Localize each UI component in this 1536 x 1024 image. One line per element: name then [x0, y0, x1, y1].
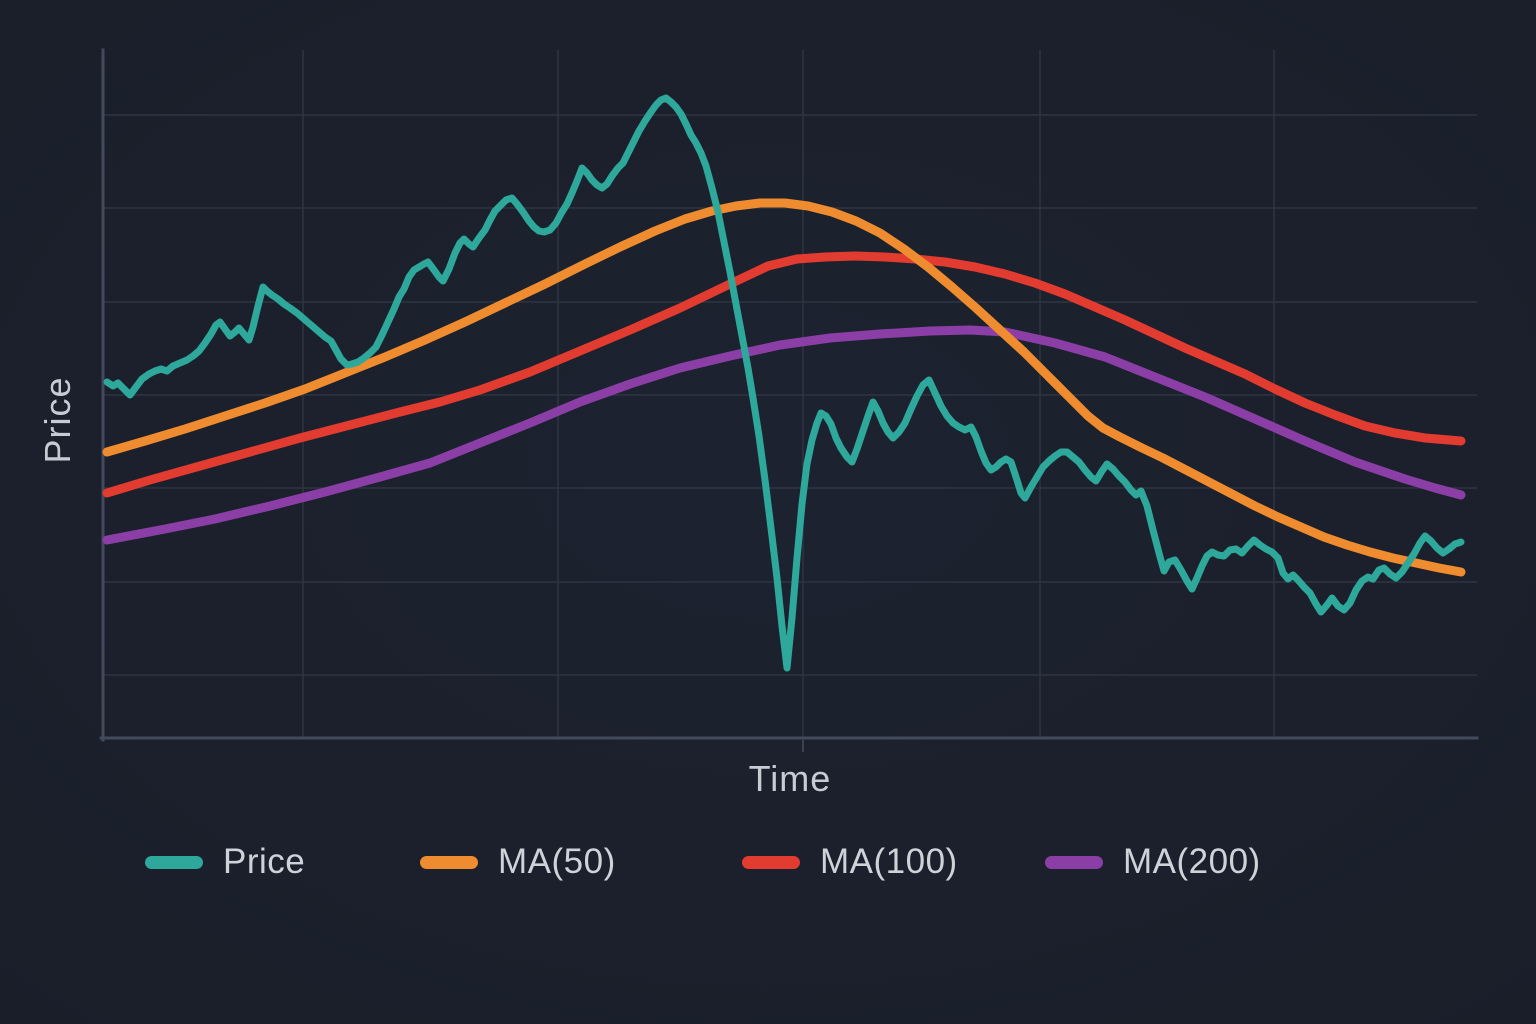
line-ma50 [102, 198, 1466, 577]
ma100-swatch-icon [742, 855, 800, 869]
legend-item-ma100[interactable]: MA(100) [742, 843, 958, 881]
legend-item-ma50[interactable]: MA(50) [420, 843, 616, 881]
legend-item-price[interactable]: Price [145, 843, 305, 881]
ma50-swatch-icon [420, 855, 478, 869]
line-price [103, 94, 1465, 672]
legend: Price MA(50) MA(100) MA(200) [0, 0, 1536, 881]
legend-label: MA(200) [1123, 842, 1261, 881]
gridlines [103, 50, 1477, 738]
y-axis-label: Price [37, 376, 78, 464]
price-swatch-icon [145, 855, 203, 869]
legend-item-ma200[interactable]: MA(200) [1045, 843, 1261, 881]
legend-label: MA(100) [820, 842, 958, 881]
ma200-swatch-icon [1045, 855, 1103, 869]
x-axis-label: Time [748, 758, 832, 799]
line-ma100 [102, 251, 1466, 498]
line-ma200 [102, 325, 1466, 545]
legend-label: Price [223, 842, 306, 881]
legend-label: MA(50) [498, 842, 616, 881]
